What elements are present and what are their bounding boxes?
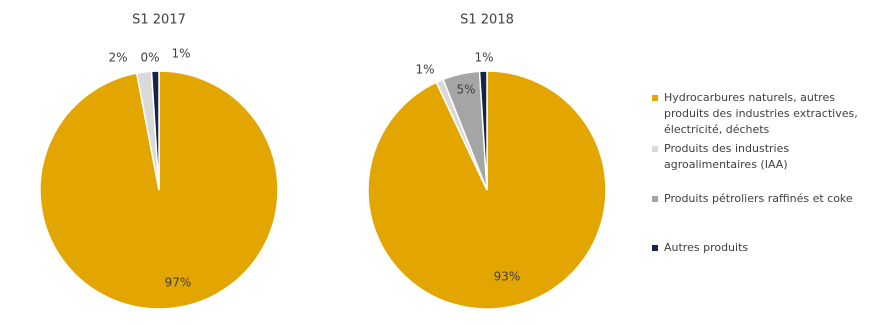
data-label: 1% (415, 63, 434, 77)
data-label: 1% (474, 51, 493, 65)
data-label: 97% (165, 276, 192, 290)
chart-title: S1 2018 (460, 13, 514, 28)
legend-swatch (652, 146, 658, 152)
legend-label: Produits des industries agroalimentaires… (664, 142, 790, 171)
chart-title: S1 2017 (132, 13, 186, 28)
legend-swatch (652, 245, 658, 251)
legend-item: Produits pétroliers raffinés et coke (652, 191, 869, 207)
legend-label: Hydrocarbures naturels, autres produits … (664, 91, 858, 136)
legend-label: Produits pétroliers raffinés et coke (664, 192, 853, 205)
legend-item: Produits des industries agroalimentaires… (652, 141, 869, 173)
legend-swatch (652, 196, 658, 202)
data-label: 93% (494, 270, 521, 284)
legend-item: Hydrocarbures naturels, autres produits … (652, 90, 869, 138)
legend-item: Autres produits (652, 240, 869, 256)
data-label: 5% (456, 83, 475, 97)
data-label: 2% (108, 51, 127, 65)
data-label: 1% (171, 47, 190, 61)
legend-swatch (652, 95, 658, 101)
pie-slice (478, 70, 488, 191)
legend-label: Autres produits (664, 241, 749, 254)
data-label: 0% (140, 51, 159, 65)
pie-slice (150, 70, 160, 191)
